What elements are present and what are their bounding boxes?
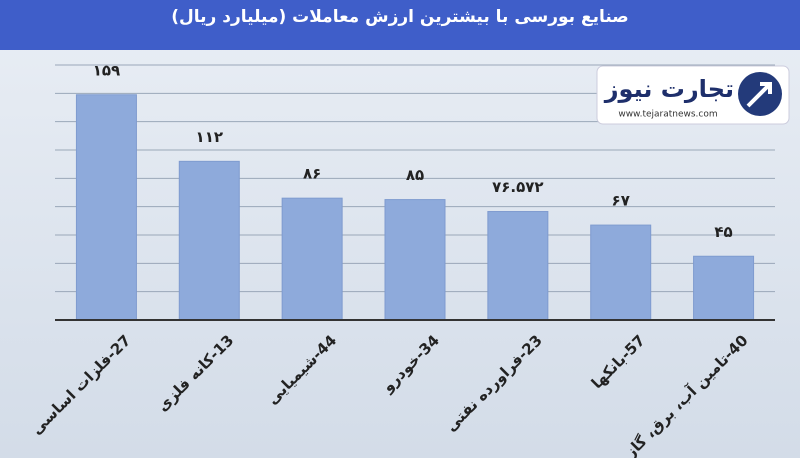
logo-box — [596, 65, 790, 125]
header — [0, 0, 800, 50]
chart-title: صنایع بورسی با بیشترین ارزش معاملات (میل… — [171, 7, 628, 27]
data-label: ۴۵ — [714, 223, 732, 241]
data-label: ۸۵ — [406, 166, 424, 184]
logo-arrow — [746, 82, 772, 108]
bar — [281, 197, 343, 321]
data-label: ۱۵۹ — [93, 61, 120, 79]
logo-name: تجارت نیوز — [604, 75, 734, 103]
logo: تجارت نیوز www.tejaratnews.com — [596, 65, 790, 125]
data-label: ۱۱۲ — [196, 128, 223, 146]
data-label: ۸۶ — [303, 165, 321, 183]
bar — [590, 224, 652, 321]
bar — [487, 211, 549, 321]
bar — [178, 160, 240, 321]
bar — [693, 255, 755, 321]
data-label: ۷۶.۵۷۲ — [492, 178, 543, 196]
data-label: ۶۷ — [612, 192, 630, 210]
bar — [75, 94, 137, 321]
bar — [384, 199, 446, 321]
logo-url: www.tejaratnews.com — [618, 110, 717, 120]
